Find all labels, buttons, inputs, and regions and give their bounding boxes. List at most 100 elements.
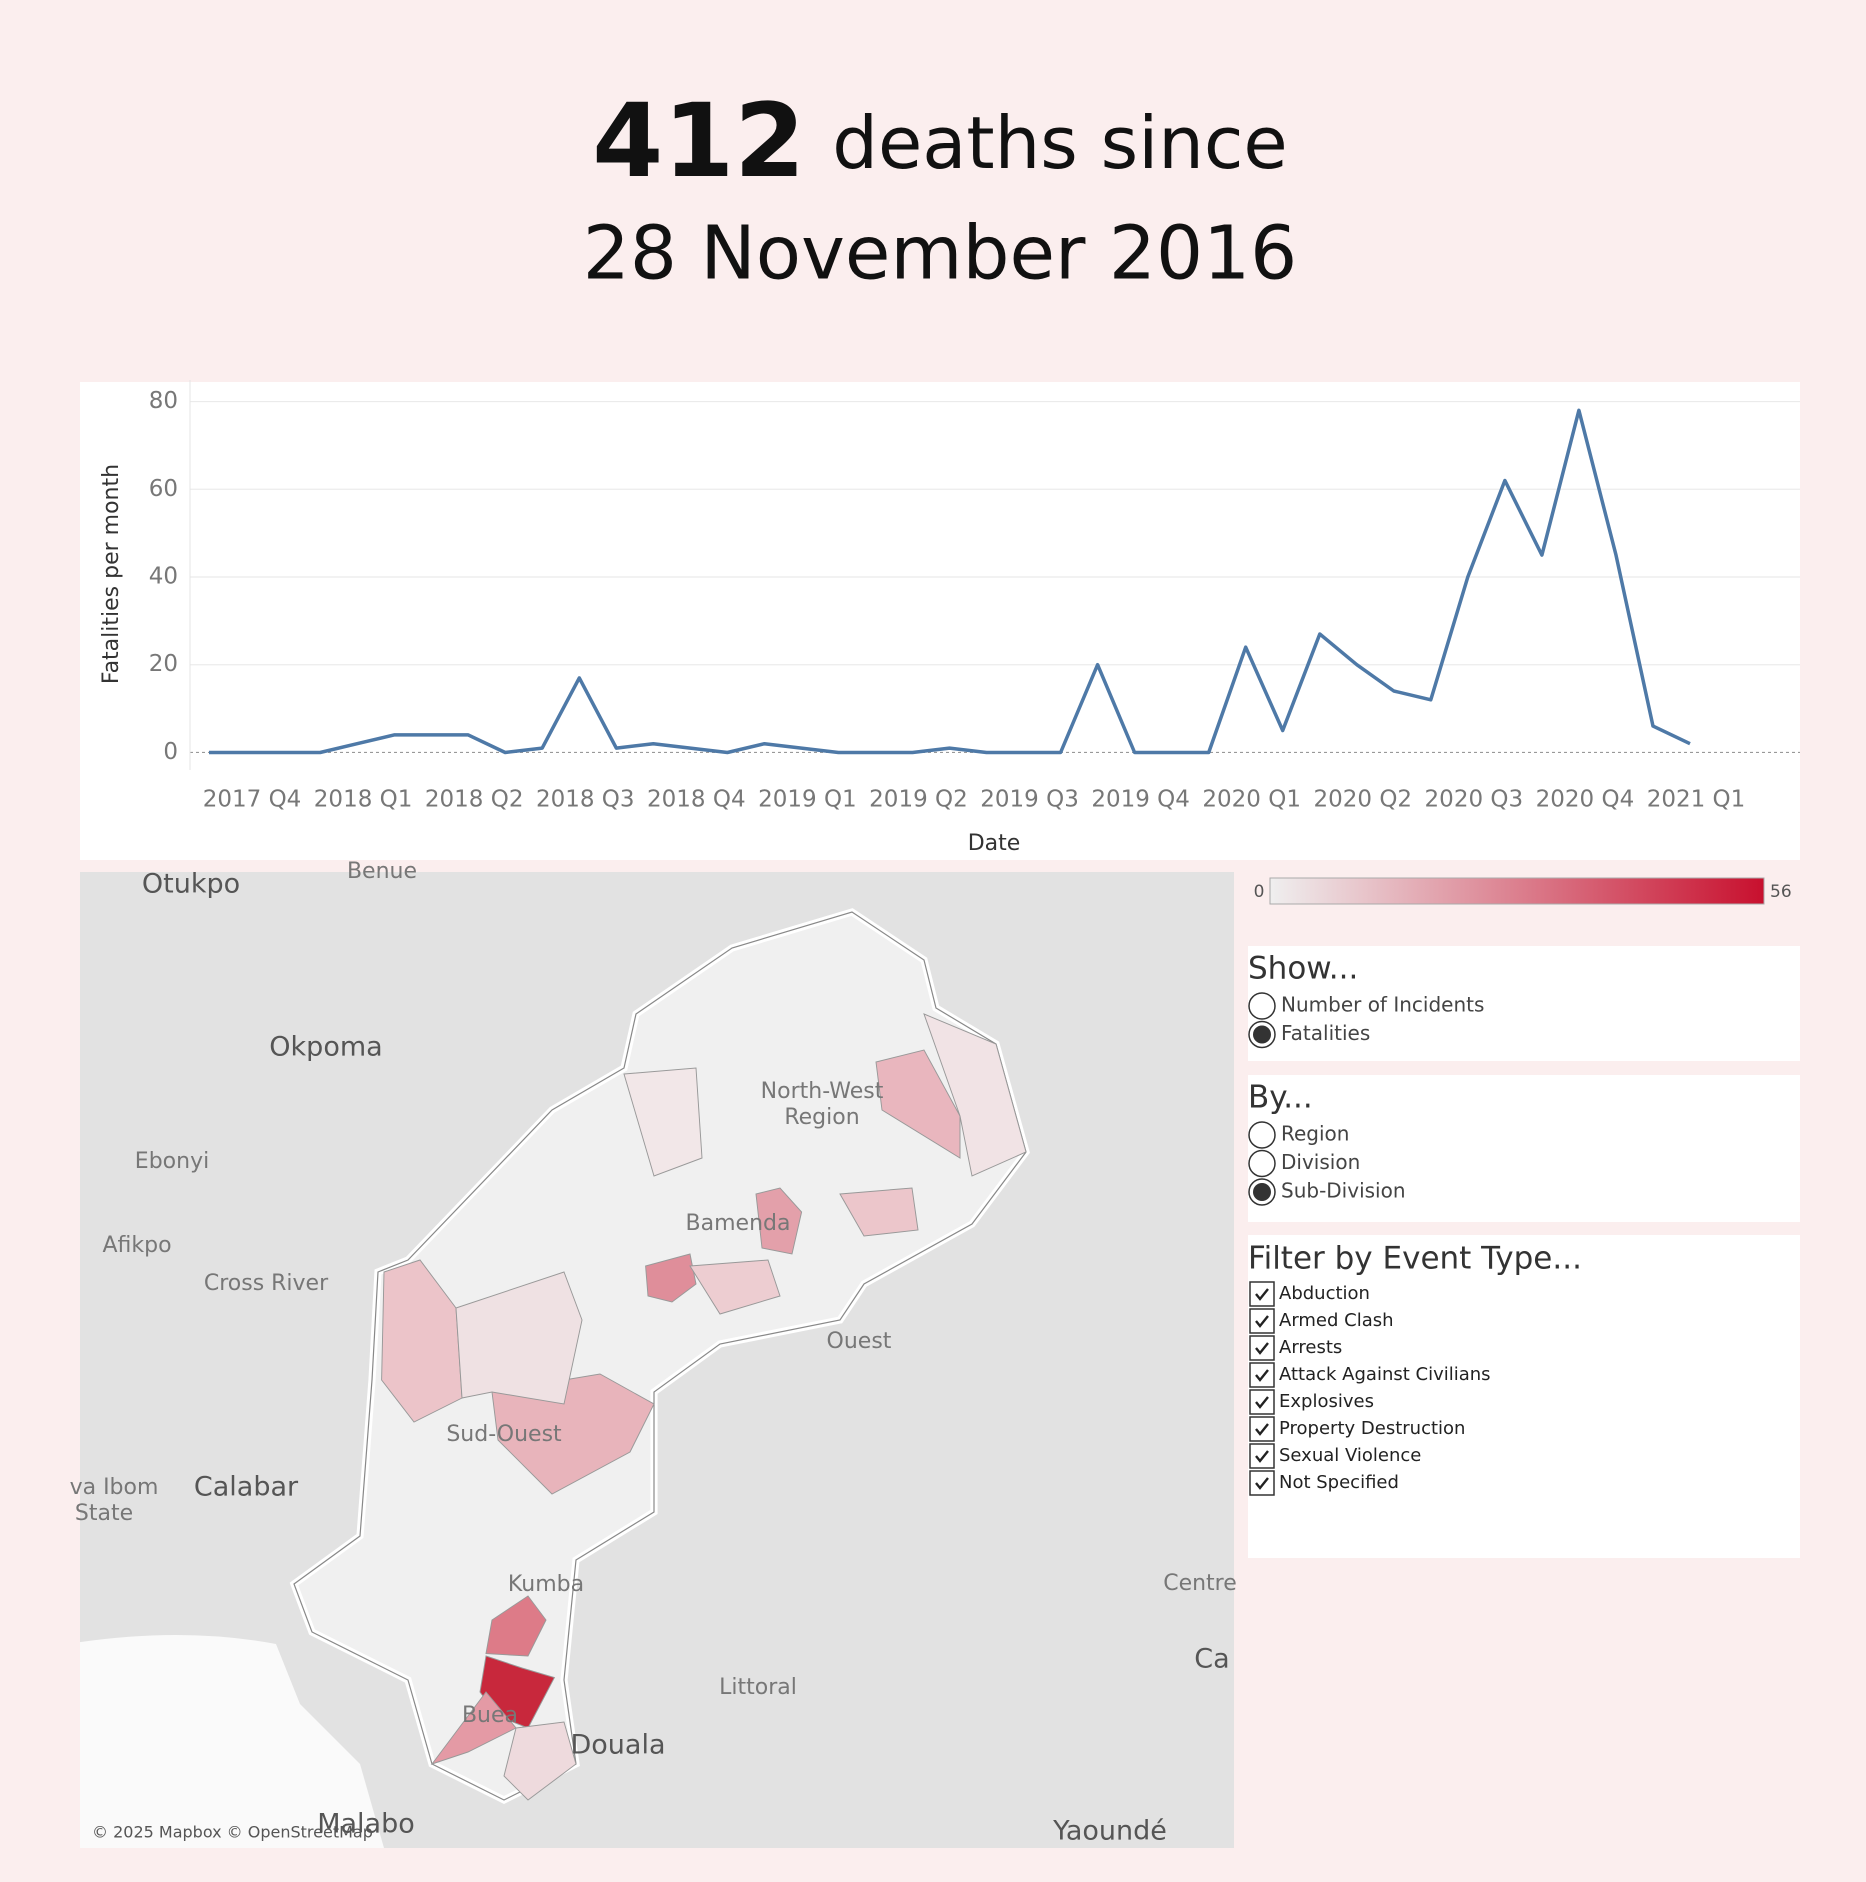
checkmark	[1255, 1342, 1269, 1355]
checkmark	[1255, 1423, 1269, 1436]
map-label: Bamenda	[686, 1211, 791, 1236]
x-tick-label: 2019 Q4	[1091, 787, 1190, 813]
x-tick-label: 2019 Q2	[869, 787, 968, 813]
radio-button[interactable]	[1248, 1121, 1276, 1149]
color-legend-max: 56	[1770, 882, 1792, 902]
checkmark	[1255, 1477, 1269, 1490]
x-axis-title: Date	[968, 831, 1021, 856]
checkbox[interactable]	[1249, 1308, 1275, 1334]
checkbox-label[interactable]: Sexual Violence	[1279, 1445, 1421, 1466]
map-label: Malabo	[317, 1809, 415, 1840]
map-label: Ouest	[827, 1329, 892, 1354]
x-tick-label: 2020 Q1	[1202, 787, 1301, 813]
headline-date: 28 November 2016	[583, 211, 1298, 297]
control-title: Filter by Event Type...	[1248, 1241, 1582, 1277]
x-tick-label: 2021 Q1	[1647, 787, 1746, 813]
control-title: Show...	[1248, 951, 1358, 987]
map-label: Calabar	[194, 1472, 299, 1503]
map-label: North-West	[761, 1079, 884, 1104]
subdivisions	[381, 1013, 1027, 1801]
radio-label[interactable]: Division	[1281, 1150, 1360, 1174]
checkbox-label[interactable]: Armed Clash	[1279, 1310, 1394, 1331]
death-count: 412	[592, 82, 805, 201]
checkbox-label[interactable]: Property Destruction	[1279, 1418, 1465, 1439]
radio-button[interactable]	[1248, 1149, 1276, 1178]
map-label: Littoral	[719, 1675, 797, 1700]
color-legend-bar	[1269, 877, 1765, 905]
map-label: Centre	[1163, 1571, 1237, 1596]
map-label: Afikpo	[102, 1233, 171, 1258]
x-tick-label: 2018 Q4	[647, 787, 746, 813]
y-tick-label: 60	[149, 476, 178, 502]
checkbox[interactable]	[1249, 1362, 1275, 1388]
checkbox[interactable]	[1249, 1416, 1275, 1442]
y-axis-title: Fatalities per month	[99, 464, 124, 684]
checkbox[interactable]	[1249, 1335, 1275, 1361]
radio-label[interactable]: Region	[1281, 1122, 1349, 1146]
region-outline	[293, 911, 1027, 1801]
color-legend-min: 0	[1254, 882, 1265, 902]
x-tick-label: 2020 Q4	[1536, 787, 1635, 813]
map-labels: Benue Otukpo Okpoma Ebonyi Afikpo Cross River…	[70, 859, 1237, 1847]
x-tick-label: 2019 Q3	[980, 787, 1079, 813]
map-label: Otukpo	[142, 869, 240, 900]
map-label: Sud-Ouest	[446, 1422, 562, 1447]
checkmark	[1255, 1369, 1269, 1382]
map-attribution: © 2025 Mapbox © OpenStreetMap	[92, 1823, 373, 1842]
map-label: Cross River	[204, 1271, 329, 1296]
checkmark	[1255, 1315, 1269, 1328]
radio-selected	[1253, 1183, 1271, 1201]
x-tick-label: 2020 Q3	[1425, 787, 1524, 813]
x-tick-label: 2018 Q3	[536, 787, 635, 813]
controls: Show... Number of Incidents Fatalities By..…	[1248, 951, 1582, 1496]
x-tick-label: 2018 Q2	[425, 787, 524, 813]
checkbox-label[interactable]: Not Specified	[1279, 1472, 1399, 1493]
map-label: Douala	[570, 1730, 665, 1761]
checkbox[interactable]	[1249, 1389, 1275, 1415]
y-tick-label: 20	[149, 651, 178, 677]
checkbox[interactable]	[1249, 1443, 1275, 1469]
chart-panel	[80, 382, 1800, 860]
checkbox-label[interactable]: Arrests	[1279, 1337, 1342, 1358]
by-panel	[1248, 1075, 1800, 1222]
map-label: Yaoundé	[1052, 1816, 1167, 1847]
checkbox-label[interactable]: Attack Against Civilians	[1279, 1364, 1491, 1385]
map-label: Buea	[462, 1703, 518, 1728]
checkbox-label[interactable]: Abduction	[1279, 1283, 1370, 1304]
y-tick-label: 80	[149, 388, 178, 414]
radio-label[interactable]: Fatalities	[1281, 1021, 1370, 1045]
radio-label[interactable]: Sub-Division	[1281, 1179, 1406, 1203]
map-label: Benue	[347, 859, 417, 884]
map-label: State	[75, 1501, 133, 1526]
x-tick-label: 2020 Q2	[1313, 787, 1412, 813]
map-label: Ca	[1194, 1644, 1229, 1675]
map	[80, 872, 1234, 1848]
map-label: Okpoma	[269, 1032, 382, 1063]
radio-button[interactable]	[1248, 992, 1276, 1020]
control-title: By...	[1248, 1080, 1313, 1116]
checkbox[interactable]	[1249, 1281, 1275, 1307]
map-shapes	[80, 908, 1030, 1848]
show-panel	[1248, 946, 1800, 1061]
radio-label[interactable]: Number of Incidents	[1281, 993, 1484, 1017]
x-tick-label: 2019 Q1	[758, 787, 857, 813]
radio-selected	[1253, 1025, 1271, 1044]
line-series	[209, 408, 1691, 755]
filter-panel	[1248, 1235, 1800, 1558]
x-tick-label: 2018 Q1	[314, 787, 413, 813]
sea	[80, 1635, 384, 1848]
headline-text: deaths since	[832, 101, 1287, 185]
line-chart: 0 20 40 60 80 2017 Q4 2018 Q1 2018 Q2 2018 Q3 201…	[149, 380, 1800, 813]
map-label: va Ibom	[70, 1475, 159, 1500]
checkmark	[1255, 1450, 1269, 1463]
checkmark	[1255, 1288, 1269, 1301]
map-label: Ebonyi	[135, 1149, 209, 1174]
checkbox[interactable]	[1249, 1470, 1275, 1496]
y-tick-label: 0	[163, 739, 178, 765]
map-label: Kumba	[508, 1572, 584, 1597]
checkbox-label[interactable]: Explosives	[1279, 1391, 1374, 1412]
y-tick-label: 40	[149, 564, 178, 590]
checkmark	[1255, 1396, 1269, 1409]
